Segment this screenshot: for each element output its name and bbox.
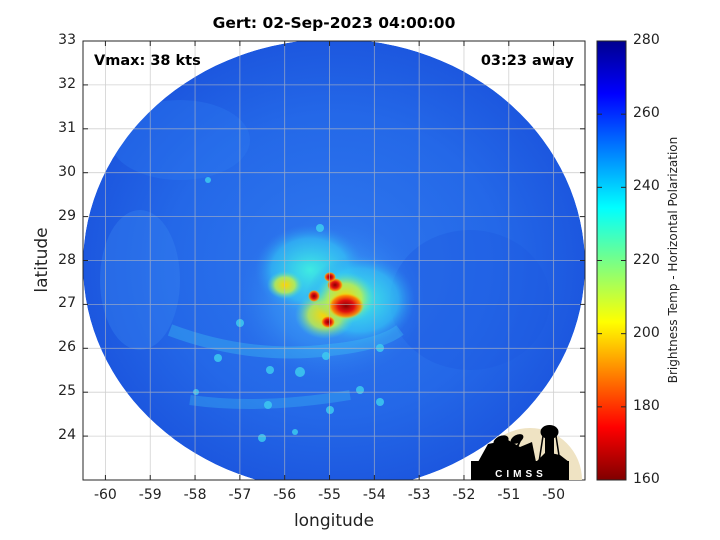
x-tick-label: -51 — [497, 487, 521, 503]
y-tick-label: 27 — [58, 295, 76, 312]
y-tick-label: 24 — [58, 427, 76, 444]
colorbar-label: Brightness Temp - Horizontal Polarizatio… — [666, 136, 680, 384]
colorbar-tick-label: 260 — [633, 105, 660, 122]
colorbar-tick-label: 280 — [633, 32, 660, 48]
colorbar-tick-label: 160 — [633, 471, 660, 487]
y-tick-label: 32 — [58, 75, 76, 92]
time-away-annotation: 03:23 away — [480, 53, 574, 69]
x-tick-label: -52 — [452, 487, 476, 503]
colorbar-tick-label: 240 — [633, 178, 660, 195]
x-tick-label: -50 — [542, 487, 566, 503]
x-tick-label: -60 — [93, 487, 117, 503]
x-tick-label: -53 — [407, 487, 431, 503]
vmax-annotation: Vmax: 38 kts — [94, 53, 201, 69]
y-tick-label: 31 — [58, 119, 76, 136]
tick-marks — [83, 40, 585, 480]
x-tick-label: -57 — [228, 487, 252, 503]
x-tick-label: -59 — [138, 487, 162, 503]
grid — [83, 40, 585, 480]
chart-title: Gert: 02-Sep-2023 04:00:00 — [212, 14, 456, 32]
x-tick-label: -58 — [183, 487, 207, 503]
logo-text: CIMSS — [495, 469, 547, 480]
x-tick-label: -54 — [362, 487, 386, 503]
y-tick-label: 33 — [58, 32, 76, 48]
colorbar-tick-label: 180 — [633, 397, 660, 414]
y-tick-label: 25 — [58, 383, 76, 400]
x-tick-label: -56 — [273, 487, 297, 503]
y-tick-label: 28 — [58, 251, 76, 268]
colorbar-tick-label: 200 — [633, 324, 660, 341]
brightness-temperature-swath — [83, 41, 585, 480]
colorbar-tick-label: 220 — [633, 251, 660, 268]
x-tick-label: -55 — [318, 487, 341, 503]
cimss-logo: CIMSS — [471, 425, 582, 480]
y-tick-label: 29 — [58, 207, 76, 224]
cold-core — [328, 293, 364, 319]
y-tick-label: 30 — [58, 163, 76, 180]
colorbar-tick-marks — [597, 40, 626, 481]
y-tick-label: 26 — [58, 339, 76, 356]
x-axis-label: longitude — [293, 511, 375, 531]
y-axis-label: latitude — [32, 227, 52, 293]
